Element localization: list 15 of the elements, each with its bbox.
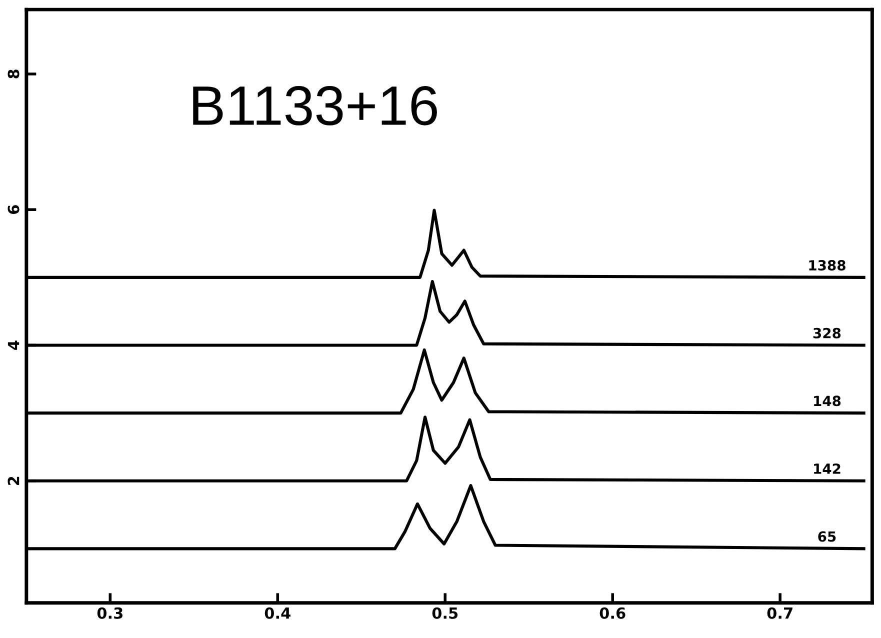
y-tick-label: 4	[8, 340, 20, 350]
x-tick-label: 0.5	[432, 607, 458, 619]
series-label: 1388	[809, 260, 846, 271]
series-label: 65	[818, 531, 836, 542]
y-tick-label: 2	[8, 476, 20, 485]
x-tick-label: 0.6	[600, 607, 626, 619]
series-label: 142	[814, 463, 840, 474]
text: B1133+16	[193, 86, 437, 126]
x-tick-label: 0.7	[767, 607, 792, 619]
y-tick-label: 8	[8, 70, 20, 78]
x-tick-label: 0.3	[97, 607, 122, 619]
y-tick-label: 6	[8, 205, 20, 214]
series-label: 148	[814, 396, 841, 406]
x-tick-label: 0.4	[264, 607, 290, 619]
series-label: 328	[813, 328, 841, 338]
